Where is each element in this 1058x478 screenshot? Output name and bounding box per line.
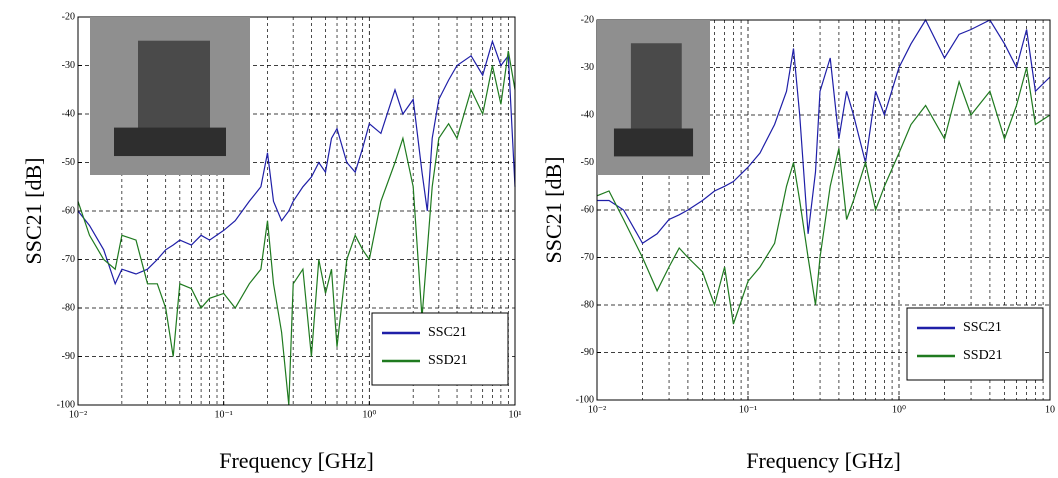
legend-label: SSD21 xyxy=(428,353,468,368)
series-line xyxy=(77,50,516,406)
legend-box xyxy=(906,307,1044,381)
y-tick-label: -20 xyxy=(581,14,594,25)
legend-label: SSC21 xyxy=(428,325,467,340)
x-tick-label: 10⁰ xyxy=(892,404,906,415)
y-tick-label: -80 xyxy=(62,302,75,313)
photo-detail xyxy=(138,40,210,136)
y-tick-label: -70 xyxy=(62,254,75,265)
y-tick-label: -60 xyxy=(62,205,75,216)
photo-detail xyxy=(613,128,694,157)
x-tick-label: 10⁻¹ xyxy=(215,409,233,420)
y-tick-label: -50 xyxy=(62,157,75,168)
y-tick-label: -90 xyxy=(581,347,594,358)
legend-label: SSC21 xyxy=(963,320,1002,335)
photo-detail xyxy=(114,127,226,157)
series-line xyxy=(596,67,1051,325)
y-tick-label: -30 xyxy=(62,60,75,71)
x-tick-label: 10⁻¹ xyxy=(739,404,757,415)
y-tick-label: -90 xyxy=(62,351,75,362)
y-axis-label: SSC21 [dB] xyxy=(541,157,566,264)
y-tick-label: -40 xyxy=(581,109,594,120)
legend-box xyxy=(371,312,509,386)
plot-frame xyxy=(596,19,1051,401)
y-tick-label: -30 xyxy=(581,62,594,73)
y-tick-label: -40 xyxy=(62,108,75,119)
x-tick-label: 10 xyxy=(1045,404,1055,415)
y-tick-label: -60 xyxy=(581,204,594,215)
photo-detail xyxy=(630,43,682,137)
x-tick-label: 10⁻² xyxy=(69,409,87,420)
series-line xyxy=(597,18,1051,245)
y-tick-label: -50 xyxy=(581,157,594,168)
y-tick-label: -70 xyxy=(581,252,594,263)
x-axis-label: Frequency [GHz] xyxy=(219,448,374,473)
y-tick-label: -80 xyxy=(581,299,594,310)
x-tick-label: 10⁻² xyxy=(588,404,606,415)
x-tick-label: 10¹ xyxy=(509,409,522,420)
y-tick-label: -20 xyxy=(62,11,75,22)
x-tick-label: 10⁰ xyxy=(362,409,376,420)
y-tick-label: -100 xyxy=(57,399,75,410)
legend-label: SSD21 xyxy=(963,348,1003,363)
y-axis-label: SSC21 [dB] xyxy=(21,158,46,265)
plot-frame xyxy=(77,16,516,406)
y-tick-label: -100 xyxy=(576,394,594,405)
series-line xyxy=(77,39,516,286)
x-axis-label: Frequency [GHz] xyxy=(746,448,901,473)
